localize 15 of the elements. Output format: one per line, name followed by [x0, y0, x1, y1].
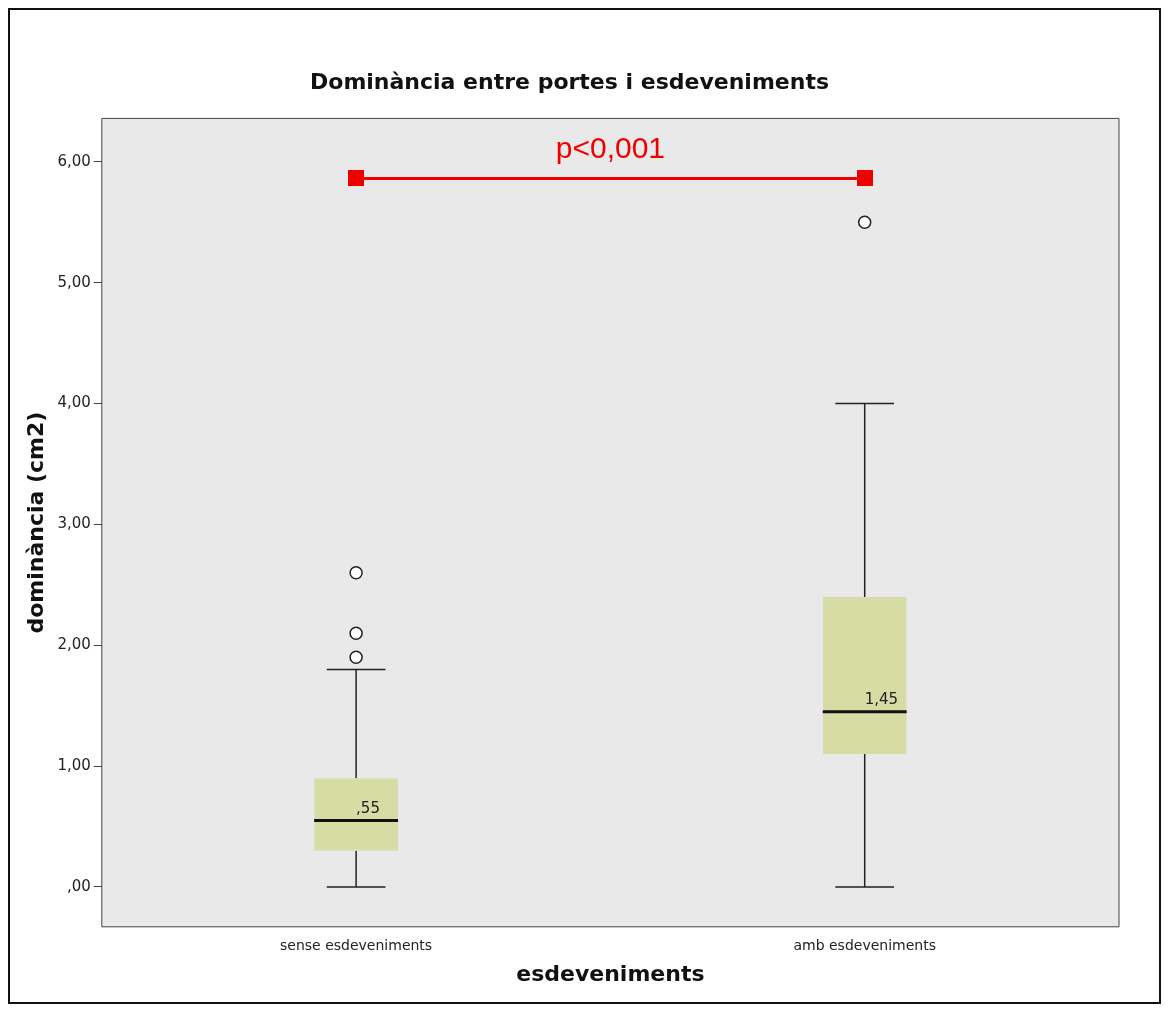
annotation: 1,45: [864, 690, 899, 709]
y-axis-title: dominància (cm2): [22, 411, 48, 634]
annotation: ,55: [356, 798, 380, 817]
chart-title: Dominància entre portes i esdeveniments: [310, 68, 829, 94]
y-tick-label: 6,00: [57, 151, 91, 170]
x-tick-label: sense esdeveniments: [280, 936, 433, 953]
y-tick-label: ,00: [66, 876, 91, 895]
y-tick-label: 3,00: [57, 514, 91, 533]
x-tick-label: amb esdeveniments: [793, 936, 936, 953]
y-tick-label: 4,00: [57, 393, 91, 412]
y-tick-label: 2,00: [57, 635, 91, 654]
y-tick-label: 5,00: [57, 272, 91, 291]
y-tick-label: 1,00: [57, 755, 91, 774]
x-axis-title: esdeveniments: [516, 960, 705, 986]
annotation: p<0,001: [554, 130, 667, 167]
